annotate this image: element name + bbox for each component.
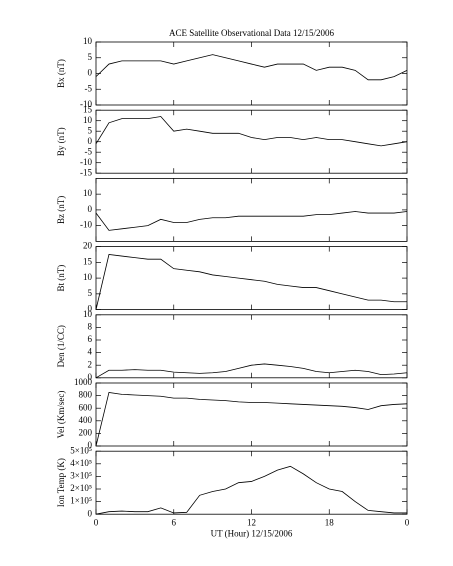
x-axis-label: UT (Hour) 12/15/2006 [211, 528, 293, 538]
y-tick-label: 3×10⁵ [70, 470, 92, 480]
y-tick-label: 15 [83, 256, 93, 266]
panel-frame [95, 109, 408, 174]
y-tick-label: 400 [79, 415, 93, 425]
y-tick-label: 0 [88, 304, 93, 314]
panel-frame [95, 314, 408, 379]
y-tick-label: 0 [88, 68, 93, 78]
y-tick-label: -5 [85, 146, 93, 156]
y-tick-label: 10 [83, 188, 93, 198]
y-tick-label: 2 [88, 359, 93, 369]
y-axis-label: By (nT) [56, 127, 66, 156]
data-line [95, 54, 408, 81]
y-tick-label: -10 [80, 220, 92, 230]
y-tick-label: 1×10⁵ [70, 496, 92, 506]
y-tick-label: 6 [88, 334, 93, 344]
y-tick-label: 800 [79, 390, 93, 400]
x-tick-label: 0 [94, 517, 99, 527]
y-tick-label: -10 [80, 157, 92, 167]
y-tick-label: 1000 [74, 377, 93, 387]
y-tick-label: 8 [88, 321, 93, 331]
y-tick-label: 0 [88, 136, 93, 146]
y-tick-label: 200 [79, 427, 93, 437]
data-line [95, 363, 408, 379]
y-tick-label: 5×10⁵ [70, 445, 92, 455]
y-tick-label: 4 [88, 347, 93, 357]
y-tick-label: 4×10⁵ [70, 458, 92, 468]
x-tick-label: 18 [325, 517, 335, 527]
y-axis-label: Vel (Km/sec) [56, 391, 66, 439]
data-line [95, 392, 408, 447]
y-tick-label: 2×10⁵ [70, 483, 92, 493]
y-tick-label: 5 [88, 125, 93, 135]
y-axis-label: Bt (nT) [56, 265, 66, 292]
y-tick-label: 0 [88, 372, 93, 382]
y-tick-label: 0 [88, 508, 93, 518]
chart-title: ACE Satellite Observational Data 12/15/2… [169, 28, 334, 38]
data-line [95, 211, 408, 231]
y-axis-label: Bz (nT) [56, 196, 66, 224]
y-tick-label: 10 [83, 309, 93, 319]
y-tick-label: 10 [83, 115, 93, 125]
y-axis-label: Ion Temp (K) [56, 458, 66, 507]
panel-frame [95, 382, 408, 447]
y-axis-label: Bx (nT) [56, 59, 66, 88]
panel-frame [95, 246, 408, 311]
panel-frame [95, 41, 408, 106]
y-tick-label: -10 [80, 99, 92, 109]
x-tick-label: 0 [405, 517, 410, 527]
y-tick-label: 10 [83, 36, 93, 46]
y-tick-label: 10 [83, 272, 93, 282]
y-tick-label: 5 [88, 52, 93, 62]
y-axis-label: Den (1/CC) [56, 325, 66, 367]
x-tick-label: 6 [172, 517, 177, 527]
panel-frame [95, 177, 408, 242]
y-tick-label: 0 [88, 204, 93, 214]
y-tick-label: 15 [83, 104, 93, 114]
y-tick-label: 5 [88, 288, 93, 298]
y-tick-label: 600 [79, 402, 93, 412]
data-line [95, 465, 407, 515]
x-tick-label: 12 [247, 517, 256, 527]
data-line [95, 116, 408, 147]
y-tick-label: -15 [80, 167, 92, 177]
data-line [95, 254, 407, 310]
y-tick-label: 0 [88, 440, 93, 450]
y-tick-label: 20 [83, 241, 93, 251]
y-tick-label: -5 [85, 83, 93, 93]
